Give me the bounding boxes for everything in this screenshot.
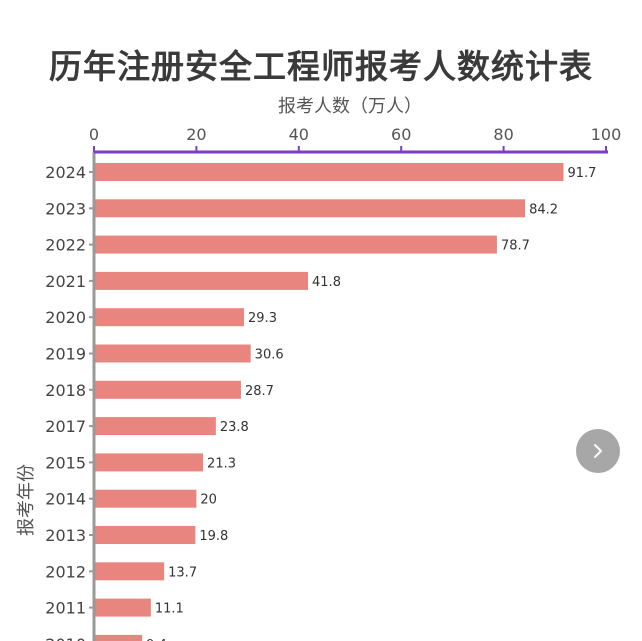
value-label: 91.7 (568, 166, 597, 181)
value-label: 29.3 (248, 311, 277, 326)
category-label: 2021 (45, 272, 86, 291)
bar (95, 344, 251, 363)
bar (95, 489, 197, 508)
chevron-right-icon (594, 444, 602, 458)
category-label: 2012 (45, 562, 86, 581)
value-label: 13.7 (168, 565, 197, 580)
category-label: 2015 (45, 453, 86, 472)
category-label: 2024 (45, 163, 86, 182)
bar (95, 271, 309, 290)
bar (95, 526, 196, 544)
bar (95, 634, 143, 641)
value-label: 11.1 (155, 602, 184, 617)
value-label: 41.8 (312, 275, 341, 290)
value-label: 23.8 (220, 420, 249, 435)
x-tick-label: 80 (493, 125, 513, 144)
x-tick-label: 100 (591, 125, 622, 144)
category-label: 2010 (45, 635, 86, 641)
value-label: 78.7 (501, 239, 530, 254)
value-label: 30.6 (255, 348, 284, 363)
category-label: 2023 (45, 199, 86, 218)
bar (95, 417, 216, 436)
x-axis-label: 报考人数（万人） (278, 96, 422, 117)
category-label: 2017 (45, 417, 86, 436)
value-label: 20 (200, 493, 217, 508)
category-label: 2018 (45, 381, 86, 400)
value-label: 19.8 (199, 529, 228, 544)
chart-title: 历年注册安全工程师报考人数统计表 (49, 47, 593, 86)
bar (95, 598, 151, 617)
x-tick-label: 40 (289, 125, 309, 144)
bar (95, 380, 241, 399)
bar (95, 199, 526, 218)
category-label: 2019 (45, 345, 86, 364)
category-label: 2014 (45, 490, 86, 509)
value-label: 28.7 (245, 384, 274, 399)
x-tick-label: 60 (391, 125, 411, 144)
value-label: 21.3 (207, 456, 236, 471)
bar (95, 562, 165, 581)
bar-series: 2024 91.7 2023 84.2 2022 78.7 2021 41.8 2020 29.3… (45, 163, 596, 641)
category-label: 2020 (45, 308, 86, 327)
x-tick-label: 20 (186, 125, 206, 144)
value-label: 84.2 (529, 202, 558, 217)
category-label: 2022 (45, 236, 86, 255)
value-label: 9.4 (146, 638, 167, 641)
x-axis-ticks: 0 20 40 60 80 100 (89, 125, 621, 152)
bar (95, 308, 245, 327)
bar (95, 163, 564, 181)
category-label: 2013 (45, 526, 86, 545)
next-slide-button[interactable] (576, 429, 620, 473)
x-tick-label: 0 (89, 125, 99, 144)
bar (95, 235, 497, 254)
category-label: 2011 (45, 599, 86, 618)
bar (95, 453, 204, 472)
